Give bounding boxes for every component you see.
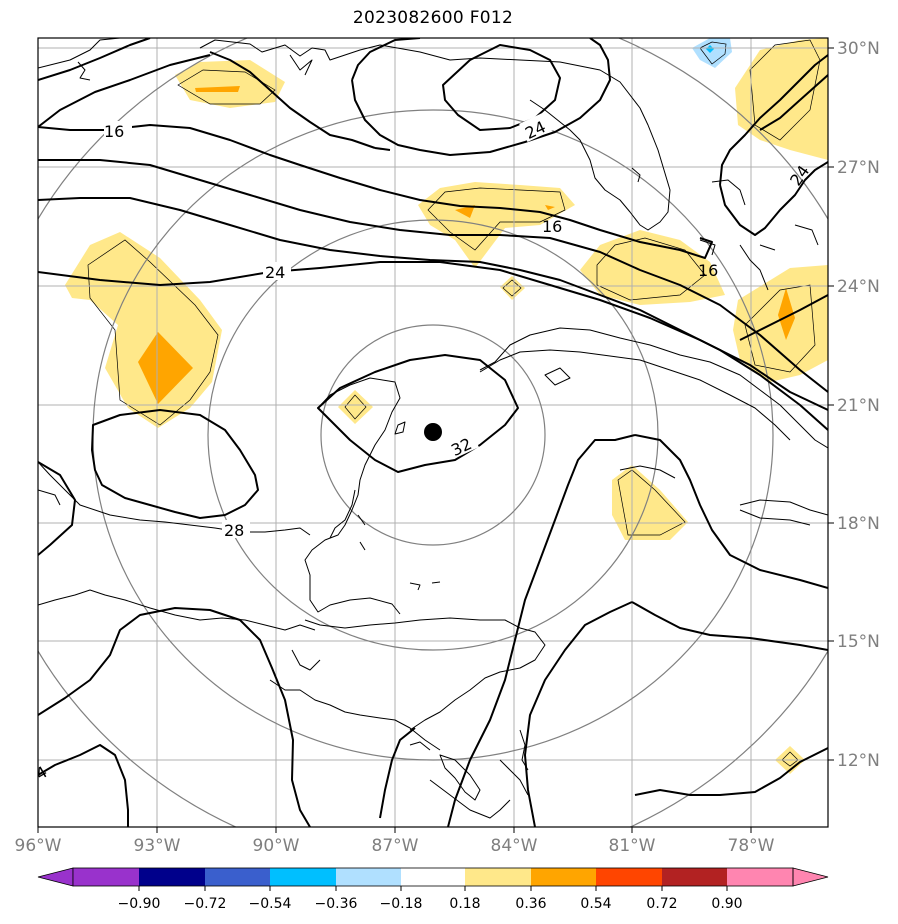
colorbar-tick-label: −0.36: [315, 896, 358, 912]
lat-label: 18°N: [837, 514, 880, 534]
lat-label: 24°N: [837, 277, 880, 297]
colorbar-tick-label: 0.72: [646, 896, 677, 912]
colorbar-bin: [73, 868, 139, 886]
map-title: 2023082600 F012: [352, 8, 514, 28]
latitude-labels: 30°N 27°N 24°N 21°N 18°N 15°N 12°N: [837, 39, 880, 771]
lon-label: 87°W: [372, 836, 419, 856]
contour-label-16-west: 16: [104, 122, 124, 141]
colorbar-tick-label: −0.18: [380, 896, 423, 912]
contour-labels: 16 24 24 16 16 24 28 32 4: [32, 112, 813, 784]
colorbar-bin: [139, 868, 205, 886]
shade-yellow-small-center: [500, 276, 525, 300]
contour-label-16-east: 16: [698, 261, 718, 280]
contour-label-24-west: 24: [265, 263, 285, 282]
storm-center-marker: [424, 423, 442, 441]
lat-label: 12°N: [837, 751, 880, 771]
shade-blue-ne-dark: [706, 45, 714, 53]
coastlines: [38, 38, 828, 819]
map-frame: [37, 37, 829, 828]
colorbar-min-extend: [37, 867, 74, 887]
shade-yellow-e: [733, 265, 828, 382]
anomaly-shading: [65, 38, 828, 774]
colorbar-tick-label: −0.90: [118, 896, 161, 912]
lat-label: 21°N: [837, 396, 880, 416]
shade-blue-ne: [692, 38, 732, 68]
shade-orange-e: [778, 288, 795, 340]
lat-lon-grid: [38, 38, 828, 827]
shade-orange-center-n2: [545, 205, 555, 210]
colorbar-tick-label: −0.72: [184, 896, 227, 912]
shading-outlines: [87, 39, 821, 767]
colorbar-max-extend: [792, 867, 829, 887]
lon-label: 84°W: [491, 836, 538, 856]
shade-yellow-nw: [175, 60, 285, 108]
colorbar-tick-label: 0.18: [449, 896, 480, 912]
colorbar-tick-label: 0.36: [515, 896, 546, 912]
lat-label: 30°N: [837, 39, 880, 59]
shade-orange-gulf-w: [138, 332, 193, 404]
shade-yellow-jamaica: [612, 465, 688, 540]
colorbar-bin: [662, 868, 727, 886]
longitude-labels: 96°W 93°W 90°W 87°W 84°W 81°W 78°W: [15, 836, 775, 856]
lon-label: 90°W: [253, 836, 300, 856]
colorbar-tick-label: 0.90: [711, 896, 742, 912]
colorbar-bin: [727, 868, 793, 886]
contour-lines: [38, 38, 828, 827]
colorbar-bin: [531, 868, 596, 886]
shade-orange-nw: [195, 86, 240, 92]
lon-label: 81°W: [609, 836, 656, 856]
lat-label: 27°N: [837, 158, 880, 178]
colorbar-bin: [270, 868, 336, 886]
contour-label-4: 4: [32, 762, 50, 784]
colorbar-bin: [205, 868, 270, 886]
colorbar-bin: [336, 868, 401, 886]
colorbar-tick-label: 0.54: [580, 896, 611, 912]
lon-label: 93°W: [134, 836, 181, 856]
shade-yellow-yucatan: [338, 390, 373, 424]
colorbar: −0.90 −0.72 −0.54 −0.36 −0.18 0.18 0.36 …: [37, 867, 829, 912]
lat-label: 15°N: [837, 632, 880, 652]
shade-yellow-gulf-w: [65, 232, 222, 428]
colorbar-bin: [401, 868, 465, 886]
colorbar-bin: [596, 868, 662, 886]
contour-label-28: 28: [224, 521, 244, 540]
contour-label-16-center: 16: [542, 217, 562, 236]
colorbar-tick-label: −0.54: [249, 896, 292, 912]
shade-orange-center-n: [455, 205, 475, 218]
colorbar-bin: [465, 868, 531, 886]
shade-yellow-center-n: [418, 182, 575, 268]
lon-label: 96°W: [15, 836, 62, 856]
lon-label: 78°W: [728, 836, 775, 856]
axis-ticks: [37, 47, 834, 833]
